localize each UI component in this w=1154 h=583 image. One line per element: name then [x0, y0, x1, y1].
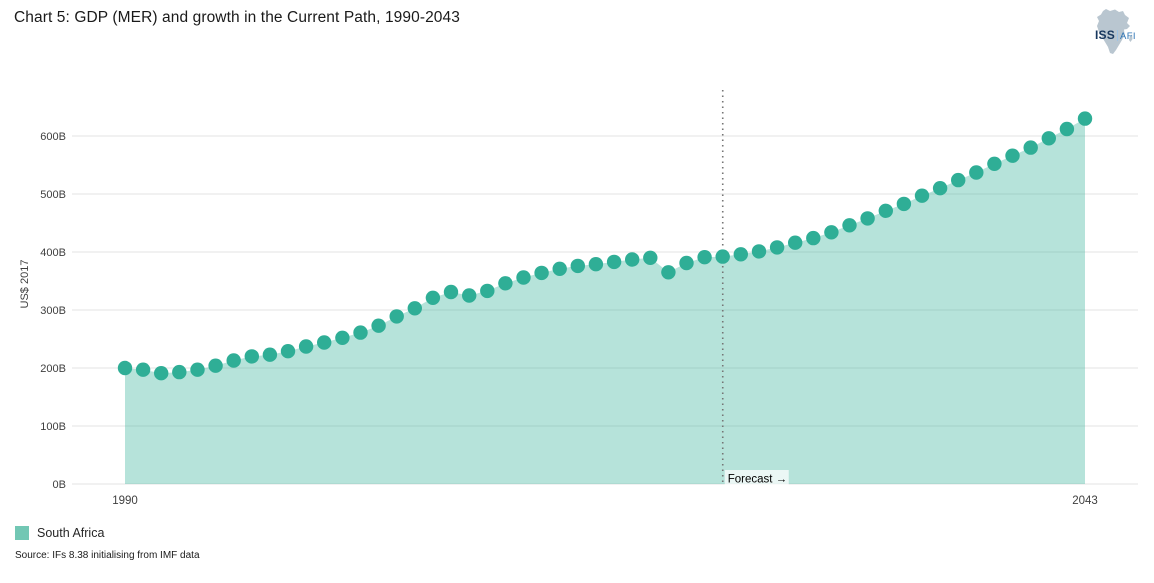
- data-point-2028[interactable]: [806, 230, 821, 246]
- data-point-2000[interactable]: [298, 339, 314, 354]
- data-point-2012[interactable]: [516, 270, 531, 285]
- data-point-1994[interactable]: [190, 362, 205, 377]
- page-title: Chart 5: GDP (MER) and growth in the Cur…: [14, 9, 460, 26]
- y-axis-title: US$ 2017: [19, 260, 31, 309]
- data-point-2003[interactable]: [353, 325, 368, 340]
- data-point-2030[interactable]: [842, 218, 857, 233]
- data-point-1990[interactable]: [117, 360, 133, 376]
- data-point-2021[interactable]: [679, 255, 694, 271]
- data-point-2035[interactable]: [932, 181, 948, 196]
- data-point-2011[interactable]: [498, 276, 513, 291]
- y-tick-label: 100B: [40, 421, 66, 433]
- data-point-1998[interactable]: [262, 347, 278, 362]
- data-point-2001[interactable]: [317, 335, 332, 350]
- data-point-2026[interactable]: [769, 240, 785, 255]
- data-point-2043[interactable]: [1077, 111, 1093, 126]
- logo-iss-text: ISS: [1095, 28, 1115, 42]
- forecast-label-bg: [724, 470, 789, 486]
- data-point-2041[interactable]: [1041, 131, 1057, 146]
- data-point-2027[interactable]: [788, 235, 803, 250]
- data-point-1997[interactable]: [244, 349, 259, 364]
- legend-label: South Africa: [37, 526, 105, 540]
- data-point-1996[interactable]: [226, 353, 241, 368]
- data-point-2006[interactable]: [407, 301, 422, 316]
- data-point-2002[interactable]: [335, 330, 350, 345]
- data-point-2007[interactable]: [425, 290, 441, 305]
- data-point-2022[interactable]: [697, 250, 712, 265]
- y-tick-label: 0B: [53, 479, 66, 491]
- data-point-2025[interactable]: [751, 244, 767, 259]
- source-note: Source: IFs 8.38 initialising from IMF d…: [15, 550, 200, 561]
- gdp-area-fill: [125, 118, 1085, 484]
- data-point-2019[interactable]: [643, 250, 658, 265]
- data-point-2037[interactable]: [969, 165, 984, 180]
- logo-afi-text: AFI: [1119, 31, 1136, 42]
- x-tick-label: 1990: [112, 495, 138, 507]
- data-point-2004[interactable]: [371, 318, 386, 333]
- data-point-2034[interactable]: [914, 188, 930, 203]
- africa-map-icon: [1097, 9, 1133, 54]
- y-tick-label: 600B: [40, 131, 66, 143]
- forecast-label: Forecast →: [728, 474, 787, 486]
- data-point-2013[interactable]: [534, 265, 549, 281]
- y-tick-label: 200B: [40, 363, 66, 375]
- iss-afi-logo: ISS AFI: [1086, 6, 1138, 58]
- data-point-1999[interactable]: [280, 344, 296, 359]
- data-point-2040[interactable]: [1023, 140, 1038, 155]
- data-point-1995[interactable]: [208, 358, 223, 373]
- data-point-2038[interactable]: [987, 156, 1002, 171]
- data-point-2023[interactable]: [715, 249, 730, 264]
- data-point-2039[interactable]: [1005, 148, 1020, 163]
- data-point-2032[interactable]: [878, 203, 893, 218]
- data-point-2014[interactable]: [552, 261, 567, 276]
- data-point-2010[interactable]: [480, 283, 495, 299]
- data-point-1991[interactable]: [135, 362, 151, 377]
- data-point-2018[interactable]: [625, 252, 640, 267]
- y-tick-label: 500B: [40, 189, 66, 201]
- data-point-2042[interactable]: [1059, 121, 1075, 137]
- data-point-2020[interactable]: [661, 265, 676, 280]
- y-tick-label: 300B: [40, 305, 66, 317]
- data-point-2024[interactable]: [733, 247, 748, 262]
- logo-wordmark: ISS AFI: [1095, 28, 1136, 42]
- legend: South Africa: [15, 526, 104, 540]
- data-point-2016[interactable]: [588, 257, 604, 272]
- data-point-2031[interactable]: [860, 211, 875, 226]
- data-point-2017[interactable]: [606, 254, 622, 270]
- data-point-2033[interactable]: [896, 196, 912, 212]
- data-point-2036[interactable]: [951, 172, 966, 188]
- x-tick-label: 2043: [1072, 495, 1098, 507]
- data-point-2008[interactable]: [443, 284, 459, 300]
- data-point-2015[interactable]: [570, 258, 585, 274]
- data-point-1993[interactable]: [172, 364, 187, 380]
- legend-swatch: [15, 526, 29, 540]
- data-point-2005[interactable]: [389, 309, 404, 324]
- data-point-2029[interactable]: [824, 225, 839, 240]
- logo-divider: [1116, 29, 1118, 41]
- data-point-2009[interactable]: [462, 288, 477, 303]
- y-tick-label: 400B: [40, 247, 66, 259]
- data-point-1992[interactable]: [154, 366, 169, 381]
